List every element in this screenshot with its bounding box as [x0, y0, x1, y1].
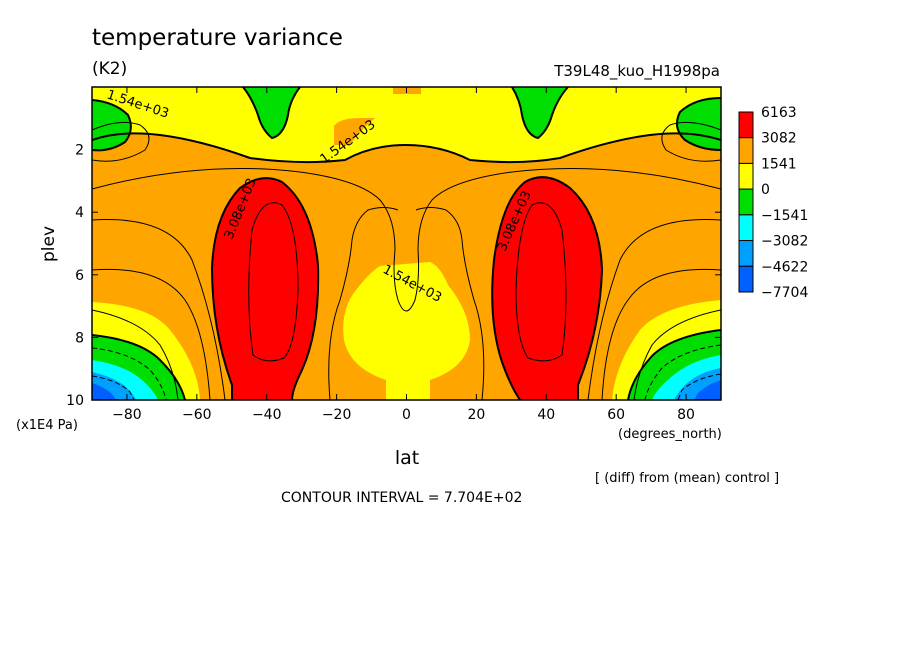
x-tick-label: −20: [322, 407, 352, 423]
band-red-left: [212, 178, 319, 400]
y-tick-label: 4: [75, 205, 84, 221]
x-tick-label: 80: [677, 407, 695, 423]
contour-line-bold: [627, 329, 721, 400]
contour-lines: [92, 87, 721, 400]
colorbar-label: 0: [761, 182, 770, 198]
band-blue-br: [694, 380, 721, 400]
contour-line-bold: [92, 99, 132, 152]
y-tick-label: 6: [75, 268, 84, 284]
x-tick-label: −60: [182, 407, 212, 423]
contour-line: [92, 309, 179, 400]
x-tick-label: −40: [252, 407, 282, 423]
colorbar-label: −1541: [761, 208, 808, 224]
x-tick-label: −80: [112, 407, 142, 423]
x-axis-units: (degrees_north): [618, 427, 722, 442]
y-tick-label: 2: [75, 143, 84, 159]
contour-line: [92, 121, 150, 162]
y-tick-label: 10: [66, 393, 84, 409]
contour-line: [601, 268, 721, 400]
colorbar-label: −3082: [761, 234, 808, 250]
contour-line: [515, 202, 567, 362]
experiment-label: T39L48_kuo_H1998pa: [553, 62, 720, 81]
contour-line-negative: [92, 375, 135, 400]
band-orange-notch: [334, 118, 375, 145]
contour-line-bold: [92, 334, 186, 400]
contour-line-bold: [242, 87, 301, 140]
colorbar-label: 6163: [761, 105, 797, 121]
contour-interval: CONTOUR INTERVAL = 7.704E+02: [281, 490, 522, 506]
colorbar-label: −7704: [761, 285, 808, 301]
band-yellow-center: [343, 262, 470, 400]
diff-note: [ (diff) from (mean) control ]: [595, 471, 779, 486]
contour-line: [92, 219, 226, 400]
colorbar-swatch: [738, 265, 754, 293]
contour-line: [328, 207, 399, 400]
x-axis: −80 −60 −40 −20 0 20 40 60 80: [112, 87, 695, 423]
band-yellow-top: [92, 87, 721, 163]
contour-line-bold: [210, 177, 320, 400]
x-tick-label: 60: [607, 407, 625, 423]
contour-line: [248, 202, 299, 362]
y-axis-units: (x1E4 Pa): [16, 418, 78, 433]
y-axis-label: plev: [39, 226, 59, 262]
colorbar-swatch: [738, 162, 754, 190]
contour-line-bold: [511, 87, 569, 140]
contour-line: [92, 168, 721, 312]
x-tick-label: 20: [467, 407, 485, 423]
colorbar-label: 1541: [761, 156, 797, 172]
contour-fill-layer: [92, 87, 721, 400]
contour-line: [633, 309, 721, 400]
colorbar-swatch: [738, 111, 754, 139]
colorbar-swatch: [738, 240, 754, 267]
colorbar-label: −4622: [761, 259, 808, 275]
x-axis-label: lat: [395, 447, 419, 469]
colorbar-swatch: [738, 214, 754, 242]
contour-line-bold: [491, 176, 604, 400]
contour-line-negative: [92, 347, 167, 400]
colorbar: 6163 3082 1541 0 −1541 −3082 −4622 −7704: [738, 105, 808, 301]
band-green-tl: [243, 87, 300, 138]
contour-line-negative: [644, 344, 721, 400]
x-tick-label: 40: [537, 407, 555, 423]
band-blue-bl: [92, 383, 116, 400]
y-tick-label: 8: [75, 330, 84, 346]
chart-title: temperature variance: [92, 25, 343, 51]
y-axis: 2 4 6 8 10: [66, 143, 721, 409]
contour-line: [661, 121, 721, 162]
band-red-right: [492, 177, 602, 400]
contour-line-bold: [92, 132, 721, 164]
units-label: (K2): [92, 59, 127, 79]
contour-line: [92, 268, 211, 400]
colorbar-label: 3082: [761, 131, 797, 147]
x-tick-label: 0: [402, 407, 411, 423]
colorbar-swatch: [738, 188, 754, 216]
contour-line: [415, 207, 485, 400]
contour-line: [587, 219, 721, 400]
colorbar-swatch: [738, 137, 754, 164]
contour-line-negative: [677, 373, 721, 400]
contour-line-bold: [675, 97, 721, 151]
